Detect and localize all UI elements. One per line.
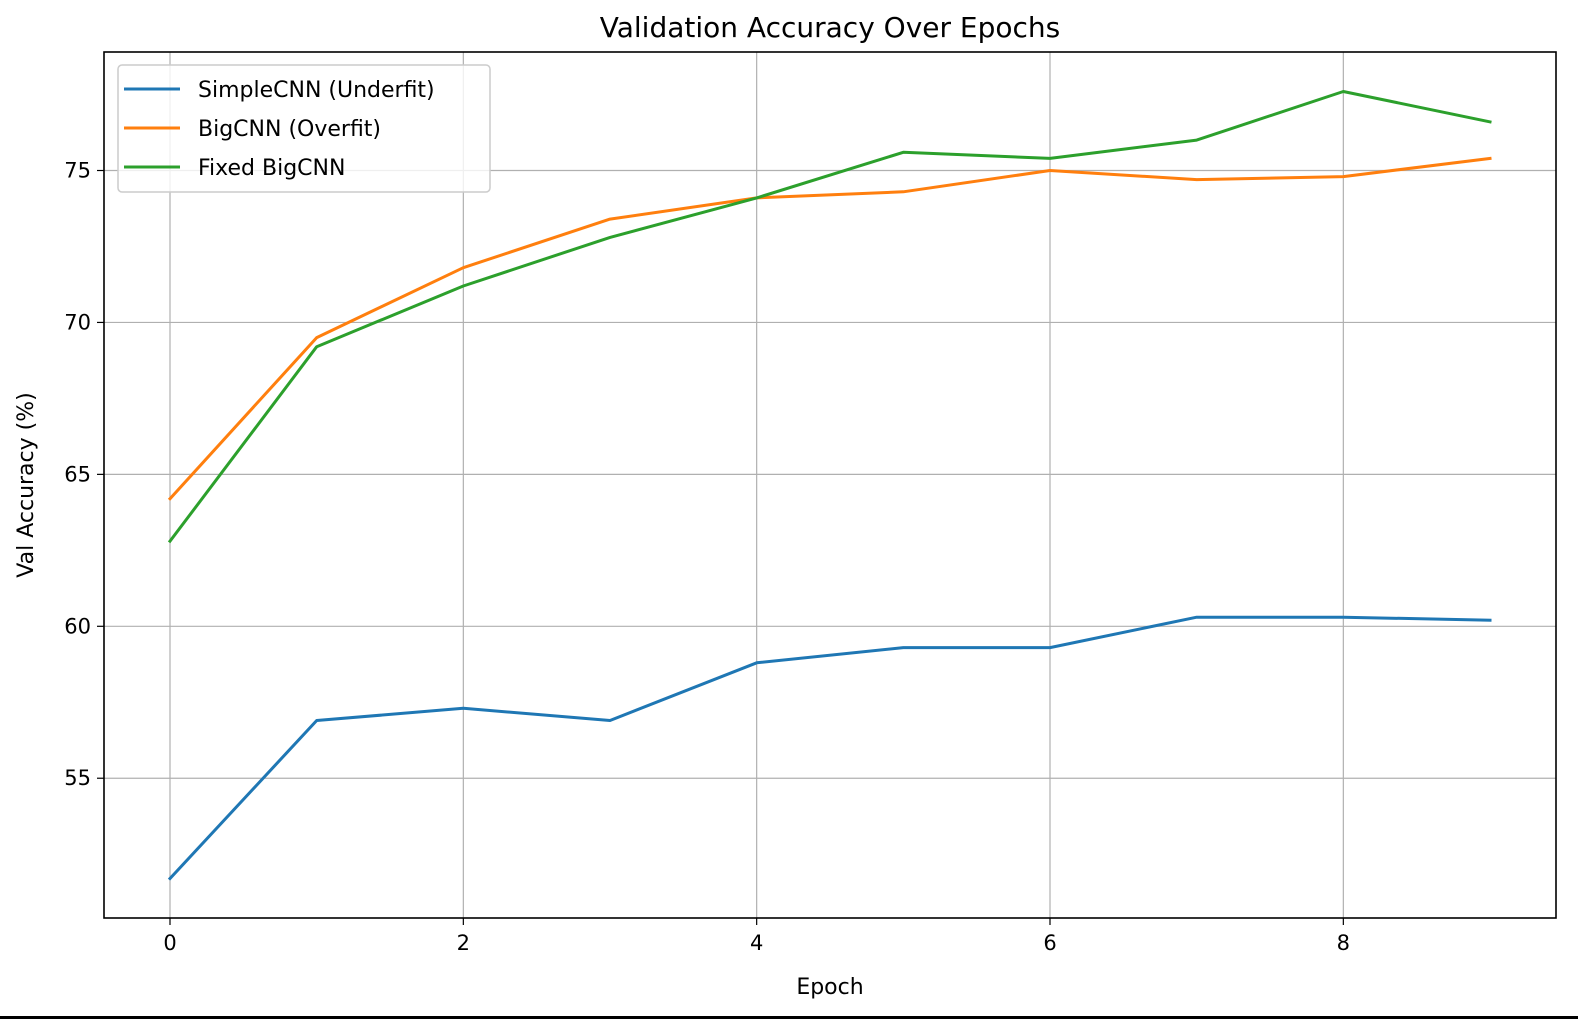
series-lines (167, 90, 1492, 881)
y-axis-label: Val Accuracy (%) (14, 392, 39, 577)
x-tick-label: 8 (1337, 931, 1350, 955)
y-tick-label: 65 (64, 462, 91, 486)
x-tick-label: 2 (457, 931, 470, 955)
series-line-2 (167, 156, 1492, 501)
x-tick-label: 0 (163, 931, 176, 955)
legend-label-2: BigCNN (Overfit) (198, 117, 381, 142)
y-tick-label: 60 (64, 614, 91, 638)
y-tick-label: 70 (64, 310, 91, 334)
x-axis-label: Epoch (796, 975, 863, 1000)
series-line-1 (167, 615, 1492, 881)
plot-area-frame (103, 51, 1557, 919)
y-tick-label: 75 (64, 159, 91, 183)
x-tick-label: 6 (1043, 931, 1056, 955)
series-line-3 (167, 90, 1492, 544)
legend-label-1: SimpleCNN (Underfit) (198, 78, 435, 103)
legend-label-3: Fixed BigCNN (198, 156, 345, 181)
grid (104, 52, 1556, 918)
legend-box (117, 64, 491, 193)
bottom-rule (0, 1016, 1578, 1019)
chart-title: Validation Accuracy Over Epochs (600, 11, 1060, 44)
axis-ticks: 0 2 4 6 8 55 60 65 70 75 (64, 159, 1350, 955)
x-tick-label: 4 (750, 931, 763, 955)
legend: SimpleCNN (Underfit) BigCNN (Overfit) Fixe… (117, 64, 491, 193)
y-tick-label: 55 (64, 766, 91, 790)
